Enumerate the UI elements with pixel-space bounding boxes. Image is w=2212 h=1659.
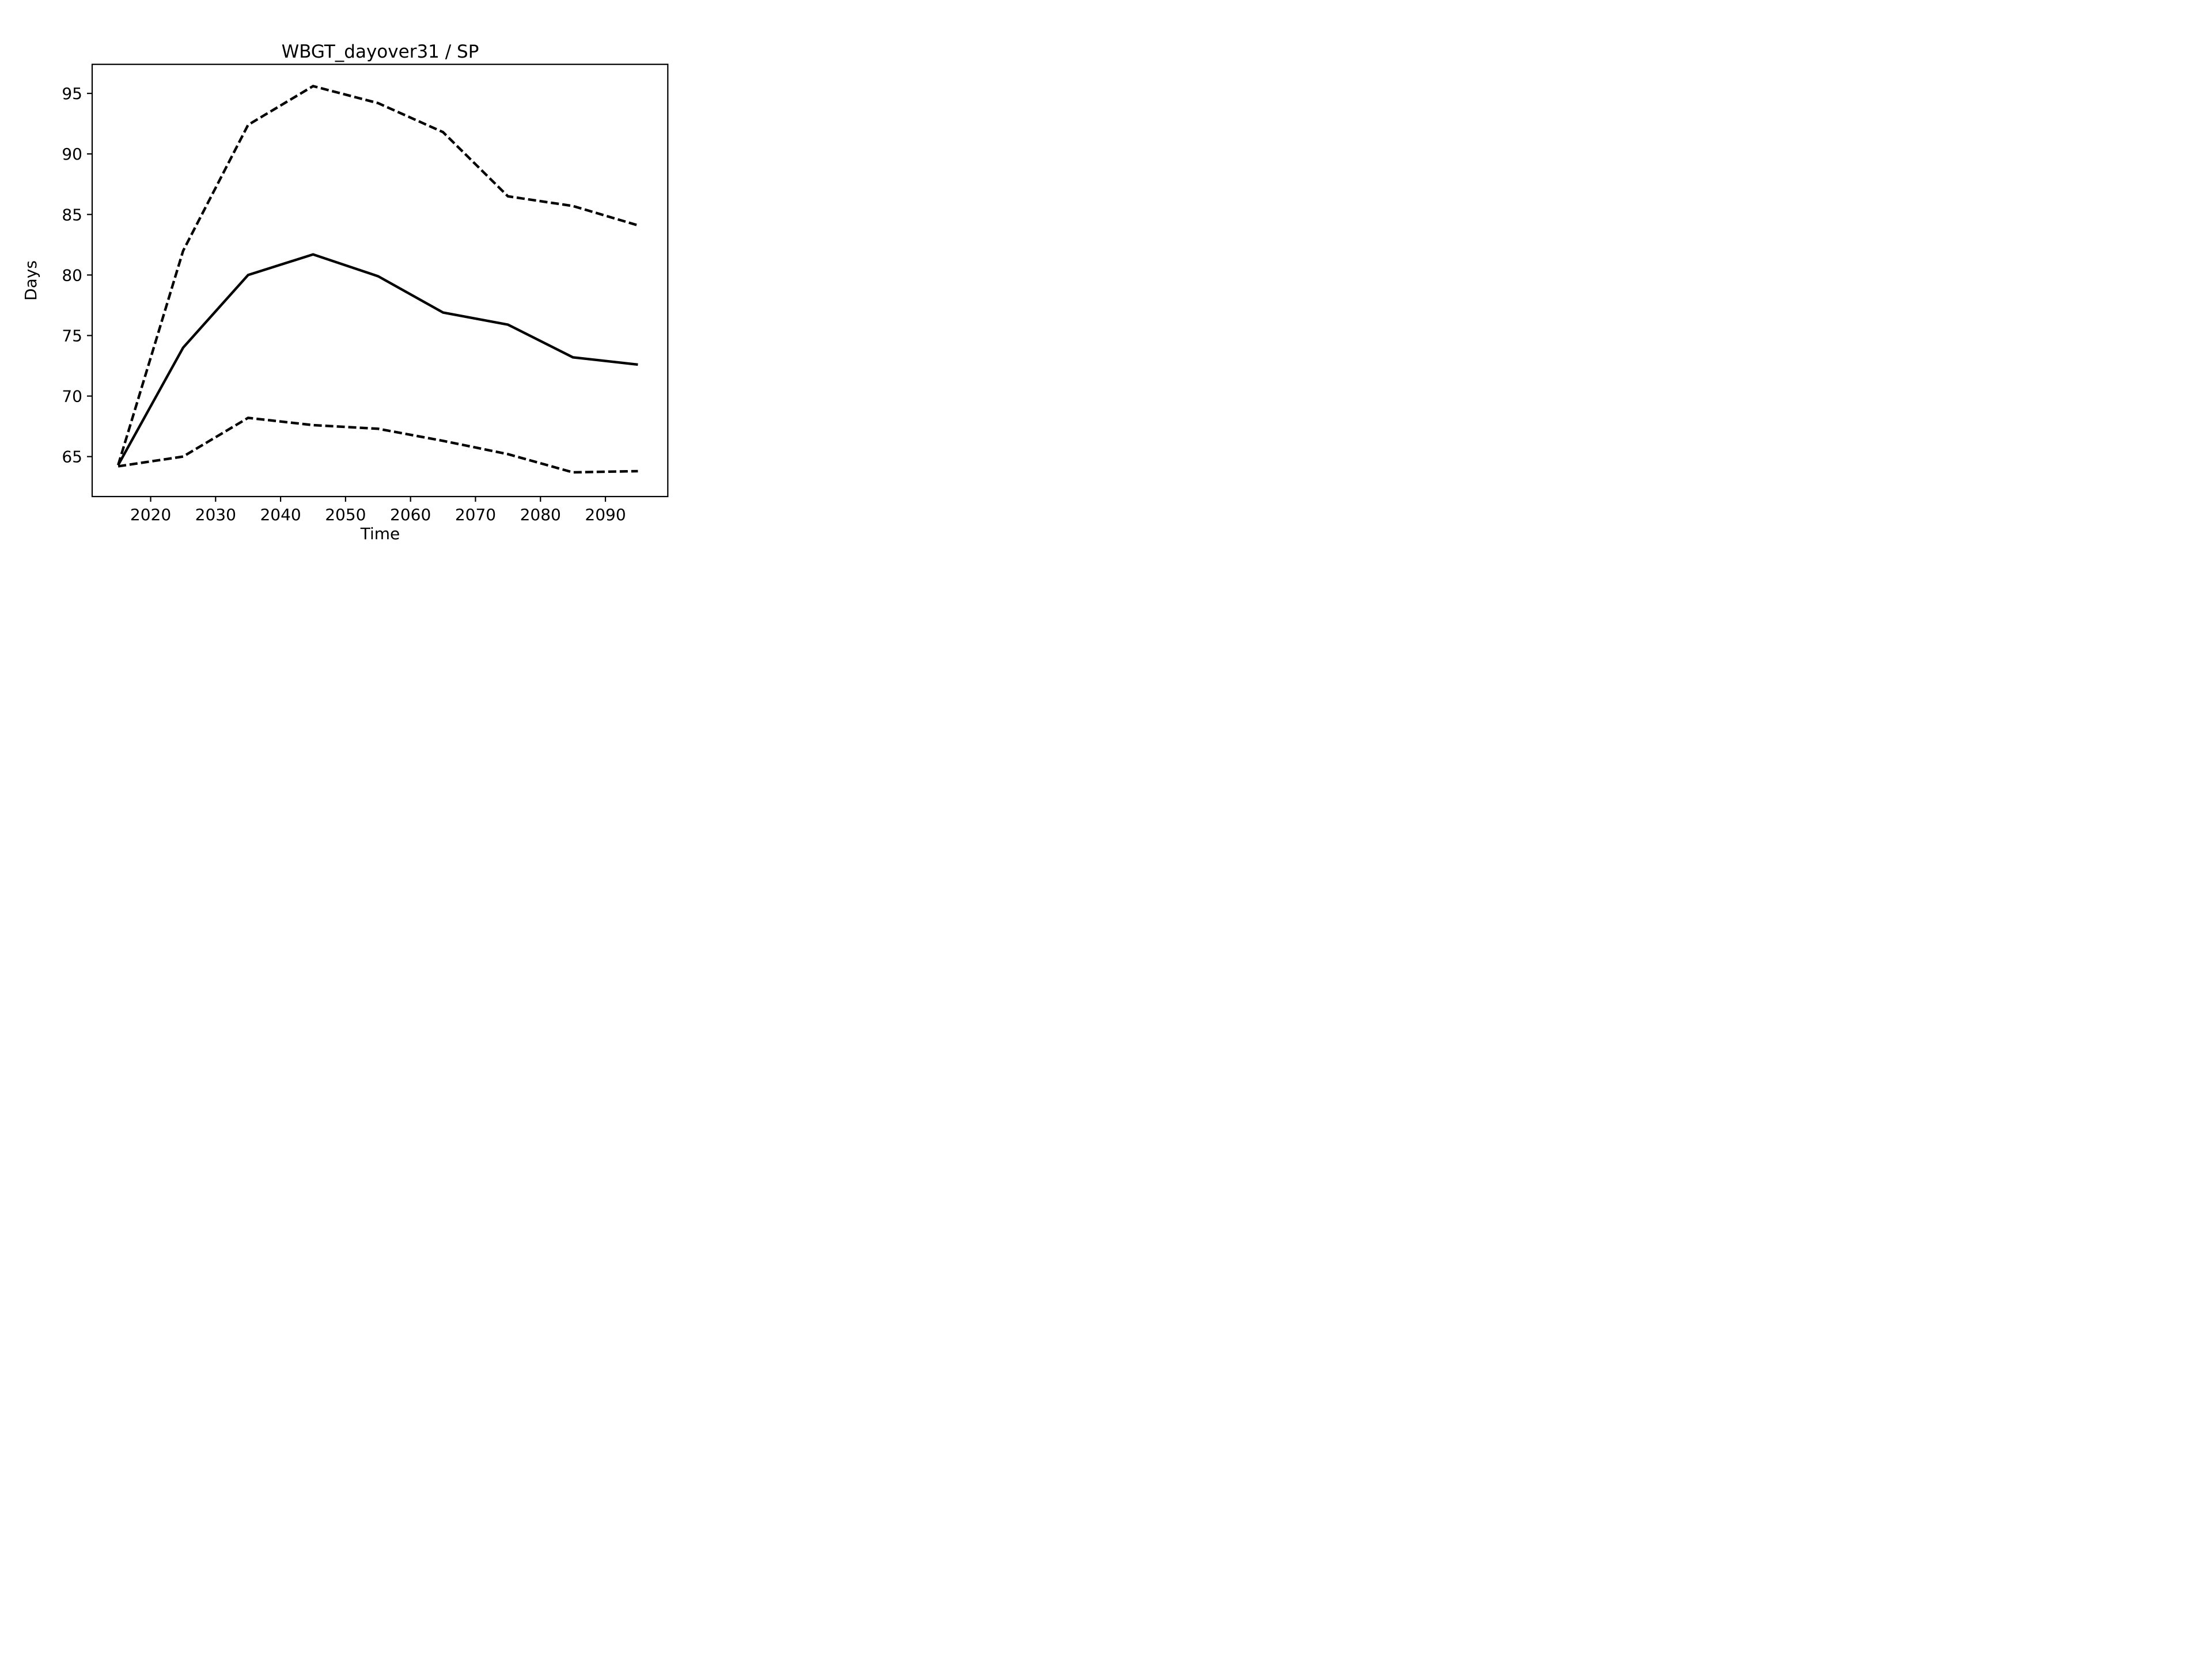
x-tick-label: 2030 (195, 505, 236, 524)
y-axis-ticks: 65 70 75 80 85 90 95 (62, 84, 92, 467)
x-tick-label: 2050 (325, 505, 366, 524)
series-line-lower-bound (118, 416, 638, 474)
y-tick-label: 95 (62, 84, 82, 103)
chart-title: WBGT_dayover31 / SP (282, 41, 479, 62)
y-tick-label: 90 (62, 145, 82, 164)
x-tick-label: 2020 (130, 505, 171, 524)
y-tick-label: 80 (62, 266, 82, 285)
matplotlib-figure: WBGT_dayover31 / SP Days Time 2020 2030 20… (0, 0, 737, 553)
line-chart: WBGT_dayover31 / SP Days Time 2020 2030 20… (21, 41, 669, 543)
y-tick-label: 70 (62, 387, 82, 406)
series-line-upper-bound (116, 85, 639, 466)
data-series (116, 85, 639, 474)
y-tick-label: 65 (62, 448, 82, 467)
x-tick-label: 2070 (455, 505, 496, 524)
x-tick-label: 2090 (585, 505, 626, 524)
y-tick-label: 75 (62, 326, 82, 345)
x-tick-label: 2060 (390, 505, 431, 524)
x-axis-label: Time (360, 524, 400, 543)
series-line-mean (117, 253, 638, 466)
x-tick-label: 2080 (520, 505, 561, 524)
y-tick-label: 85 (62, 205, 82, 224)
y-axis-label: Days (21, 260, 40, 301)
plot-frame (91, 63, 669, 498)
x-axis-ticks: 2020 2030 2040 2050 2060 2070 2080 2090 (130, 497, 626, 524)
x-tick-label: 2040 (260, 505, 301, 524)
